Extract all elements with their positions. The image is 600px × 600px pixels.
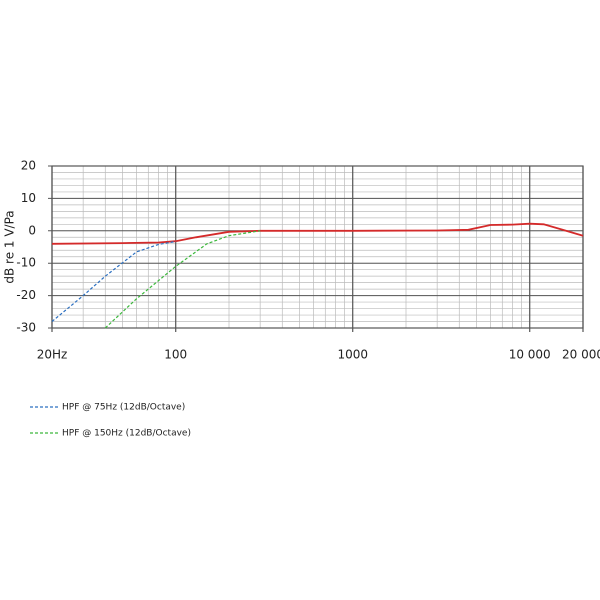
- series-line: [51, 222, 584, 245]
- series-line: [104, 230, 261, 329]
- x-tick-label: 20Hz: [37, 348, 68, 362]
- legend-label: HPF @ 75Hz (12dB/Octave): [62, 403, 185, 413]
- x-tick-label: 100: [164, 348, 187, 362]
- legend-label: HPF @ 150Hz (12dB/Octave): [62, 429, 191, 439]
- y-tick-label: -30: [16, 321, 36, 335]
- y-tick-label: 20: [21, 159, 36, 173]
- x-tick-label: 10 000: [509, 348, 551, 362]
- y-axis-label: dB re 1 V/Pa: [3, 210, 17, 283]
- x-tick-label: 1000: [337, 348, 368, 362]
- x-tick-label: 20 000: [562, 348, 600, 362]
- series-line: [51, 240, 176, 322]
- plot-frame: [51, 165, 584, 329]
- y-tick-label: -10: [16, 256, 36, 270]
- y-tick-label: -20: [16, 288, 36, 302]
- y-tick-label: 10: [21, 191, 36, 205]
- y-tick-label: 0: [28, 223, 36, 237]
